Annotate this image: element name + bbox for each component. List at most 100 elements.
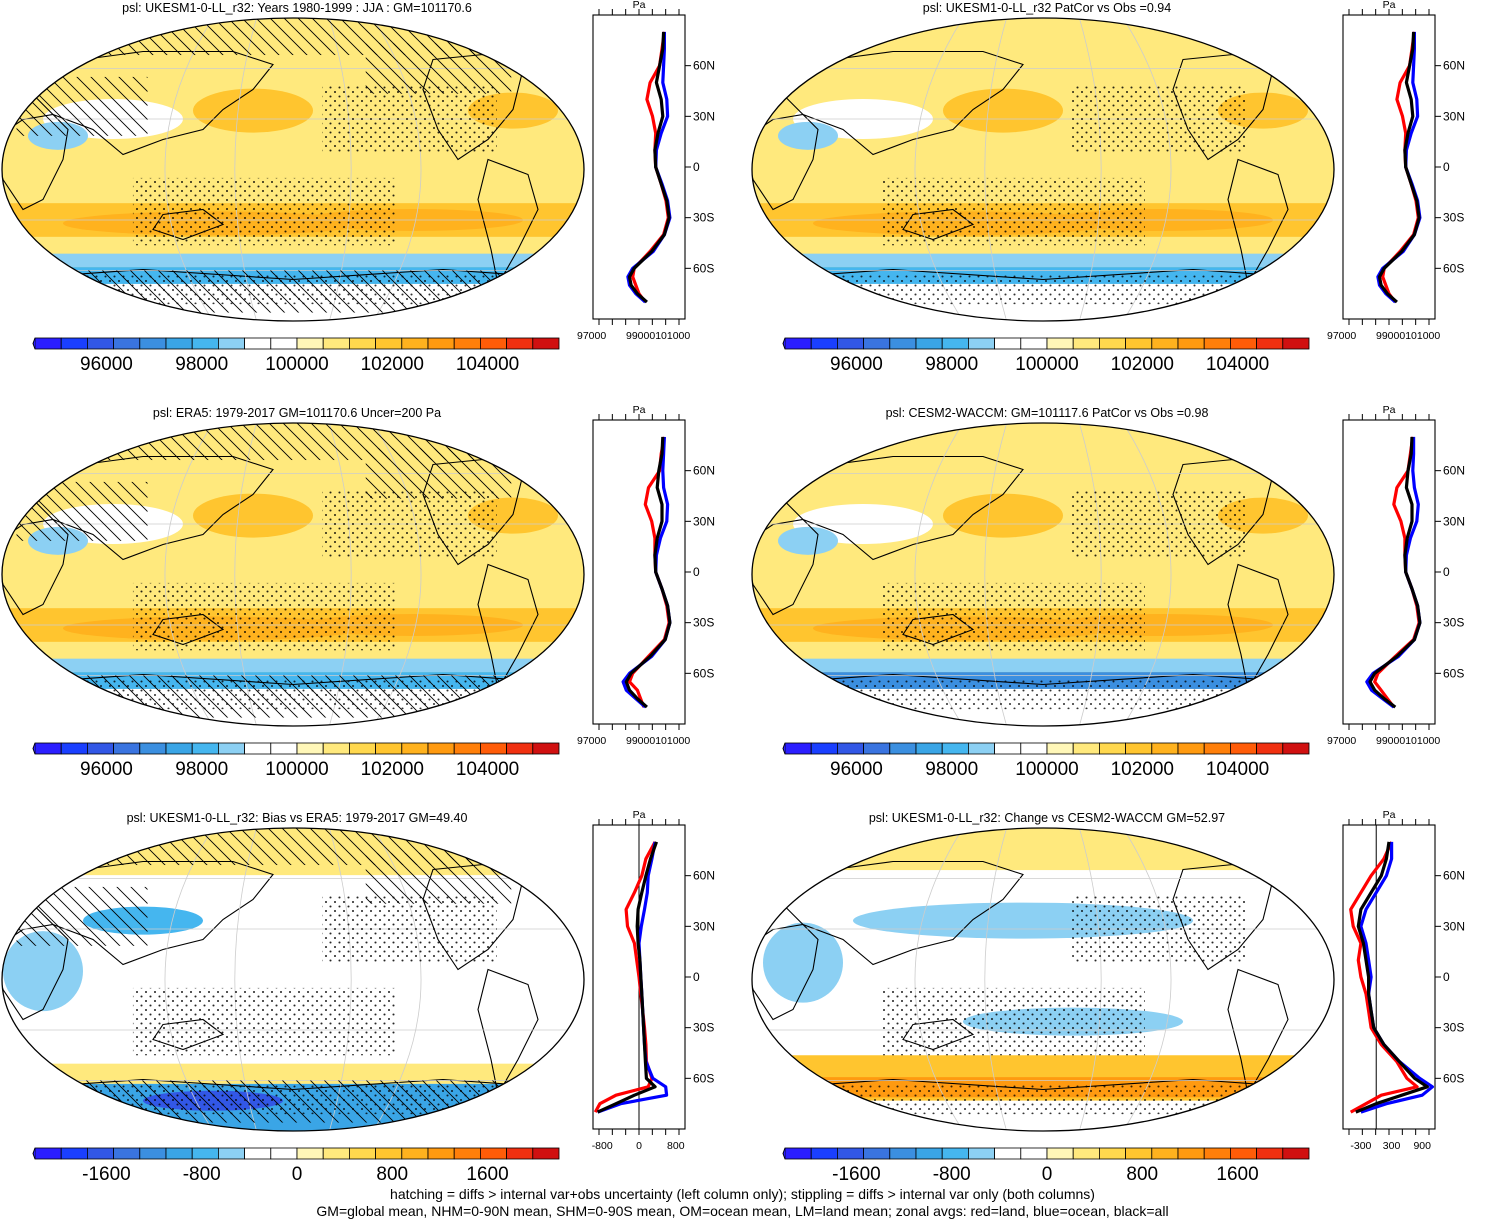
colorbar-swatch — [968, 337, 996, 350]
colorbar-tick-label: 1600 — [466, 1164, 508, 1185]
colorbar-end — [32, 1147, 36, 1160]
hatching-region — [2, 1080, 584, 1123]
coastline-segment — [477, 158, 539, 287]
field-positive-southern — [2, 1063, 584, 1084]
colorbar-swatch — [968, 742, 996, 755]
colorbar-swatch — [87, 1147, 115, 1160]
coastline-segment — [477, 968, 539, 1097]
zonal-lat-label: 60S — [693, 261, 714, 275]
zonal-frame — [592, 14, 686, 320]
colorbar-swatch — [217, 742, 245, 755]
colorbar-swatch — [1046, 742, 1074, 755]
stippling-region — [132, 177, 395, 246]
colorbar-swatch — [191, 337, 219, 350]
panel-4: psl: CESM2-WACCM: GM=101117.6 PatCor vs … — [751, 404, 1465, 780]
colorbar-swatch — [165, 742, 193, 755]
colorbar-swatch — [968, 1147, 996, 1160]
colorbar-swatch — [217, 1147, 245, 1160]
zonal-lat-label: 0 — [1443, 970, 1450, 984]
panel-title: psl: UKESM1-0-LL_r32 PatCor vs Obs =0.94 — [923, 1, 1171, 15]
colorbar-tick-label: -1600 — [82, 1164, 131, 1185]
zonal-lat-label: 0 — [693, 565, 700, 579]
zonal-lat-label: 30S — [1443, 1021, 1464, 1035]
colorbar-swatch — [837, 742, 865, 755]
coastline-segment — [1227, 158, 1289, 287]
stippling-region — [882, 582, 1145, 651]
stippling-region — [882, 987, 1145, 1056]
hatching-region — [2, 18, 584, 56]
colorbar-swatch — [322, 337, 350, 350]
panel-title: psl: CESM2-WACCM: GM=101117.6 PatCor vs … — [886, 406, 1209, 420]
zonal-x-label: 99000101000 — [1376, 735, 1440, 747]
colorbar-tick-label: 100000 — [265, 759, 328, 780]
colorbar-swatch — [34, 742, 62, 755]
map-field — [2, 423, 584, 726]
colorbar-swatch — [1256, 1147, 1284, 1160]
zonal-lat-label: 0 — [693, 160, 700, 174]
colorbar-swatch — [1177, 742, 1205, 755]
colorbar-swatch — [244, 1147, 272, 1160]
panel-title: psl: UKESM1-0-LL_r32: Change vs CESM2-WA… — [869, 811, 1225, 825]
colorbar-tick-label: -1600 — [832, 1164, 881, 1185]
zonal-mean-panel: Pa 60N 30N 0 30S 60S 97000 99000101000 — [1327, 404, 1465, 747]
zonal-x-label: -800 — [592, 1140, 613, 1152]
zonal-lat-label: 60N — [693, 464, 715, 478]
zonal-lat-label: 30N — [693, 919, 715, 933]
hatching-region — [365, 43, 512, 94]
zonal-lat-label: 30S — [693, 1021, 714, 1035]
coastline-segment — [2, 858, 24, 901]
colorbar-swatch — [994, 742, 1022, 755]
zonal-all-line — [1368, 436, 1422, 709]
colorbar-swatch — [270, 1147, 298, 1160]
zonal-all-line — [596, 841, 659, 1114]
zonal-x-label: 800 — [667, 1140, 685, 1152]
zonal-lat-label: 0 — [693, 970, 700, 984]
map-border — [751, 17, 1335, 322]
colorbar-tick-label: 0 — [1042, 1164, 1053, 1185]
coastline-segment — [752, 453, 774, 496]
stippling-region — [322, 895, 497, 963]
colorbar: -1600 -800 0 800 1600 — [32, 1147, 560, 1185]
colorbar-tick-label: 1600 — [1216, 1164, 1258, 1185]
field-band-subpolar — [752, 253, 1334, 268]
colorbar-swatch — [1203, 337, 1231, 350]
colorbar-swatch — [994, 337, 1022, 350]
colorbar-swatch — [453, 742, 481, 755]
colorbar-swatch — [1203, 742, 1231, 755]
colorbar-swatch — [1282, 742, 1310, 755]
colorbar-swatch — [165, 1147, 193, 1160]
colorbar-swatch — [1282, 1147, 1310, 1160]
field-high-north-pacific — [193, 493, 313, 538]
colorbar-swatch — [1099, 337, 1127, 350]
zonal-x-label: 97000 — [1327, 735, 1356, 747]
colorbar-tick-label: -800 — [933, 1164, 971, 1185]
stippling-region — [322, 490, 497, 558]
colorbar-tick-label: 800 — [1126, 1164, 1158, 1185]
colorbar-swatch — [810, 337, 838, 350]
colorbar-swatch — [863, 337, 891, 350]
colorbar-swatch — [532, 742, 560, 755]
colorbar-swatch — [453, 1147, 481, 1160]
hatching-region — [365, 853, 512, 904]
colorbar: 96000 98000 100000 102000 104000 — [32, 337, 560, 375]
colorbar-tick-label: 98000 — [925, 354, 978, 375]
zonal-mean-panel: Pa 60N 30N 0 30S 60S 97000 99000101000 — [577, 0, 715, 342]
colorbar-swatch — [1099, 1147, 1127, 1160]
colorbar-swatch — [60, 742, 88, 755]
colorbar-swatch — [506, 337, 534, 350]
colorbar-swatch — [1020, 1147, 1048, 1160]
colorbar-swatch — [915, 742, 943, 755]
colorbar-end — [782, 742, 786, 755]
colorbar-swatch — [60, 1147, 88, 1160]
colorbar-tick-label: 102000 — [1111, 759, 1174, 780]
zonal-lat-label: 30S — [1443, 616, 1464, 630]
hatching-region — [16, 76, 148, 136]
map-border — [1, 17, 585, 322]
colorbar-swatch — [889, 337, 917, 350]
colorbar-swatch — [784, 742, 812, 755]
coastline-segment — [752, 113, 819, 211]
colorbar-tick-label: 96000 — [830, 759, 883, 780]
colorbar-end — [782, 1147, 786, 1160]
zonal-lat-label: 60S — [693, 1071, 714, 1085]
